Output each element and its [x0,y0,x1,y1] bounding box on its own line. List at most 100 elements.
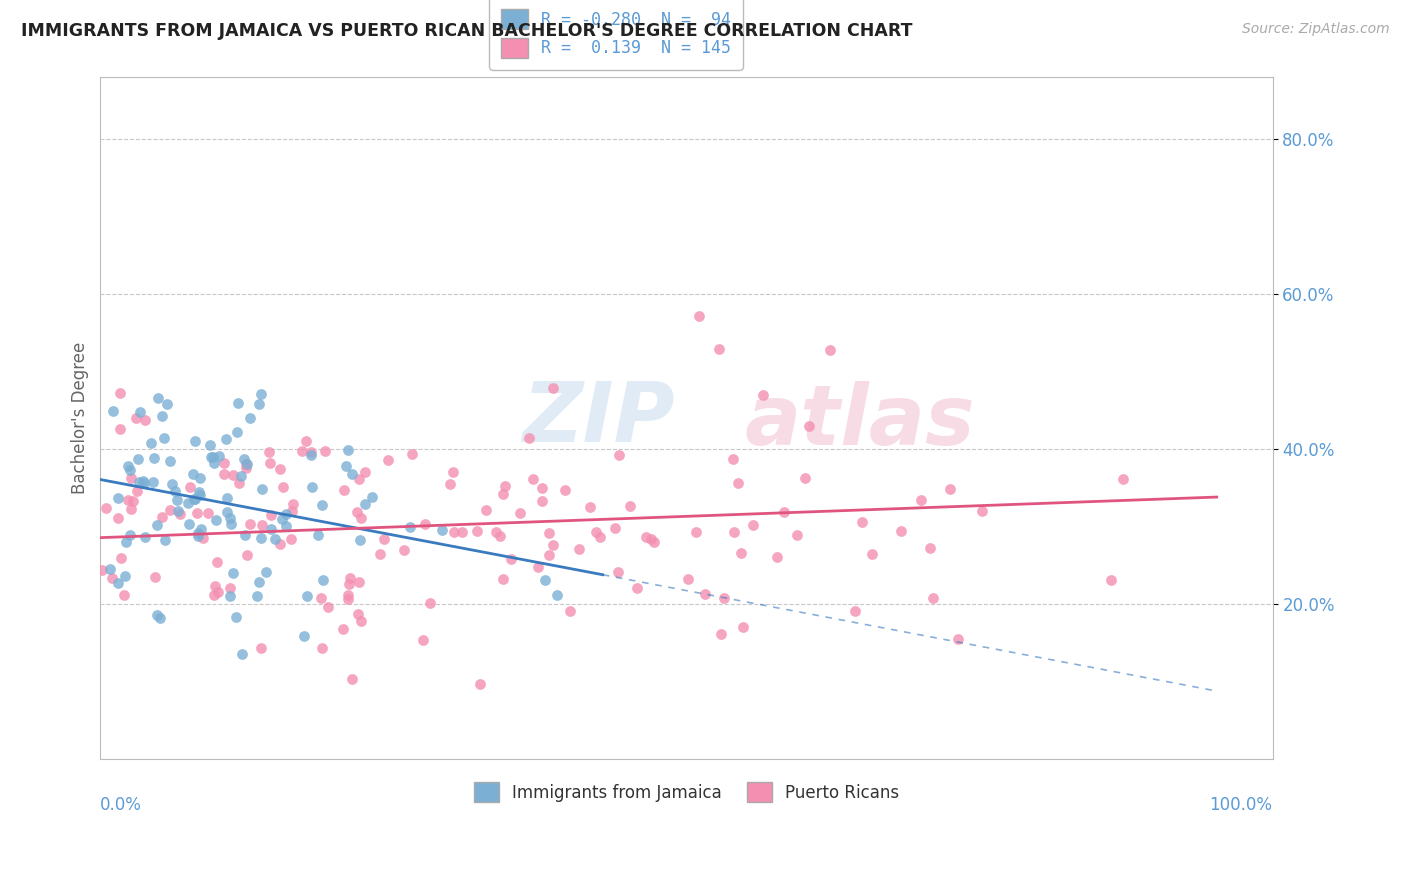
Point [218,589,240,603]
Point [110,422,132,436]
Point [221,467,243,482]
Point [132,476,155,491]
Point [890,524,912,539]
Point [1112,473,1135,487]
Point [311,591,333,605]
Point [200,450,222,464]
Point [120,471,142,485]
Point [347,574,370,589]
Point [120,502,142,516]
Point [311,498,333,512]
Point [713,591,735,605]
Point [643,534,665,549]
Point [946,632,969,647]
Point [110,550,132,565]
Point [939,482,962,496]
Point [207,585,229,599]
Point [233,528,256,542]
Point [336,442,359,457]
Point [219,516,242,531]
Point [187,485,209,500]
Point [430,523,453,537]
Point [228,395,250,409]
Point [179,480,201,494]
Point [107,511,129,525]
Point [731,619,754,633]
Point [419,596,441,610]
Point [166,493,188,508]
Point [132,474,155,488]
Point [546,587,568,601]
Point [578,500,600,514]
Point [307,528,329,542]
Point [844,604,866,618]
Point [214,467,236,481]
Point [742,517,765,532]
Point [314,444,336,458]
Point [685,524,707,539]
Point [250,517,273,532]
Point [90,563,112,577]
Point [260,508,283,523]
Point [543,382,565,396]
Point [125,484,148,499]
Point [259,456,281,470]
Point [918,541,941,556]
Point [125,411,148,425]
Point [204,579,226,593]
Point [98,561,121,575]
Point [167,504,190,518]
Point [489,529,512,543]
Point [229,468,252,483]
Point [723,524,745,539]
Point [527,559,550,574]
Point [228,476,250,491]
Text: IMMIGRANTS FROM JAMAICA VS PUERTO RICAN BACHELOR'S DEGREE CORRELATION CHART: IMMIGRANTS FROM JAMAICA VS PUERTO RICAN … [21,22,912,40]
Point [187,526,209,541]
Point [450,525,472,540]
Point [415,516,437,531]
Point [568,542,591,557]
Point [368,547,391,561]
Point [187,529,209,543]
Point [200,437,222,451]
Point [970,504,993,518]
Point [301,480,323,494]
Point [117,458,139,473]
Point [727,475,749,490]
Point [922,591,945,605]
Point [772,505,794,519]
Point [499,552,522,566]
Point [146,518,169,533]
Point [794,471,817,485]
Point [492,486,515,500]
Point [281,504,304,518]
Point [143,450,166,465]
Point [271,511,294,525]
Point [134,413,156,427]
Point [205,555,228,569]
Text: ZIP: ZIP [523,377,675,458]
Point [235,457,257,471]
Point [1099,573,1122,587]
Point [117,493,139,508]
Point [236,457,259,471]
Point [208,449,231,463]
Point [360,490,382,504]
Point [183,491,205,506]
Point [619,499,641,513]
Point [707,343,730,357]
Point [239,410,262,425]
Point [191,531,214,545]
Point [177,517,200,532]
Point [554,483,576,498]
Point [509,506,531,520]
Legend: Immigrants from Jamaica, Puerto Ricans: Immigrants from Jamaica, Puerto Ricans [467,776,905,808]
Point [484,525,506,540]
Point [799,418,821,433]
Point [342,467,364,481]
Point [254,566,277,580]
Point [128,475,150,490]
Point [299,448,322,462]
Point [120,528,142,542]
